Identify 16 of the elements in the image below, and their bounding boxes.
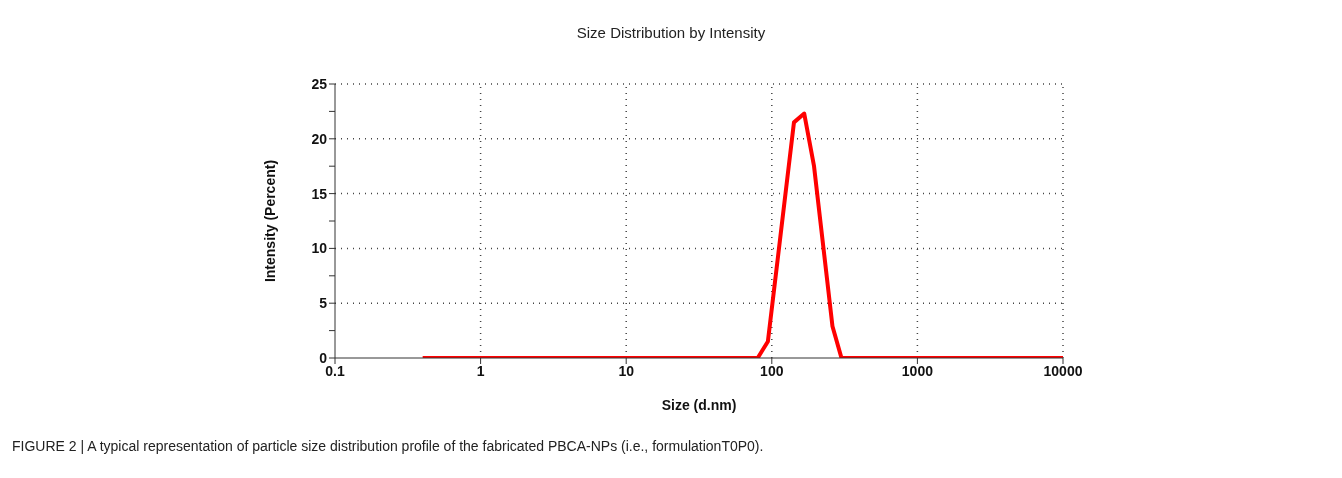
x-tick-label: 10000 — [1043, 362, 1083, 379]
x-tick-label: 100 — [760, 362, 784, 379]
y-tick-label: 10 — [311, 240, 328, 257]
y-tick-label: 0 — [319, 349, 328, 366]
y-tick-label: 20 — [311, 130, 328, 147]
caption: FIGURE 2 | A typical representation of particle size distribution profile of the fabricated PBCA-NPs (i.e., formulationT0P0). — [12, 438, 764, 454]
y-tick-label: 25 — [311, 75, 328, 92]
x-axis-title: Size (d.nm) — [661, 397, 737, 413]
x-tick-label: 1 — [476, 362, 485, 379]
x-tick-label: 0.1 — [325, 362, 345, 379]
x-tick-label: 1000 — [901, 362, 934, 379]
chart-title: Size Distribution by Intensity — [575, 24, 767, 41]
y-tick-label: 15 — [311, 185, 328, 202]
y-tick-label: 5 — [319, 295, 328, 312]
x-tick-label: 10 — [618, 362, 635, 379]
y-axis-title: Intensity (Percent) — [261, 159, 278, 283]
